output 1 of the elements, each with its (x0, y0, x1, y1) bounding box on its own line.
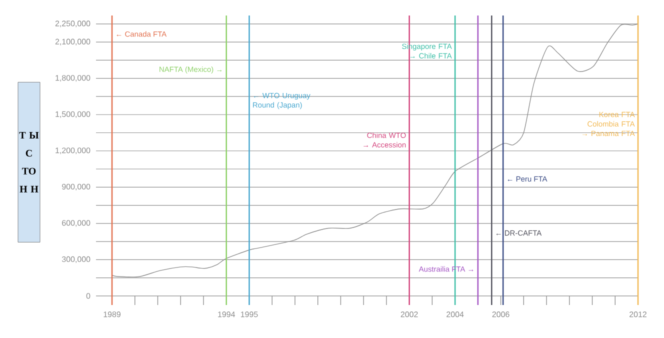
y-axis-title: Т Ы С ТО Н Н (19, 132, 39, 192)
